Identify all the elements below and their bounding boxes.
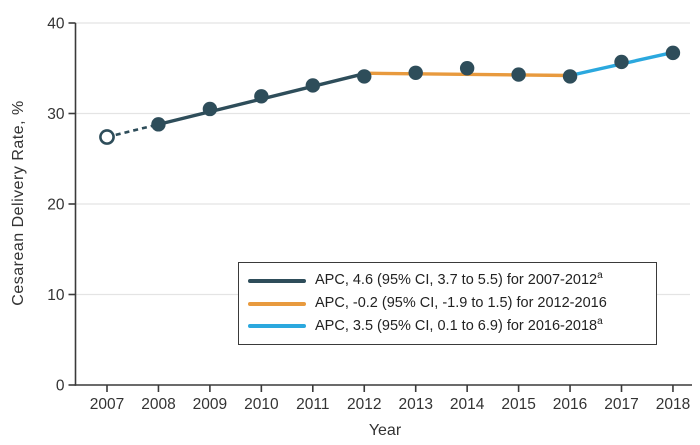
x-tick-label-2014: 2014 xyxy=(450,396,485,413)
legend-swatch-blue xyxy=(248,324,306,329)
data-point-2015 xyxy=(511,67,526,82)
legend-label-2: APC, 3.5 (95% CI, 0.1 to 6.9) for 2016-2… xyxy=(315,316,603,335)
y-tick-label-30: 30 xyxy=(47,106,65,123)
trend-segment-pre-period-dashed xyxy=(106,123,159,139)
x-tick-label-2013: 2013 xyxy=(398,396,432,413)
data-point-2008 xyxy=(151,117,166,132)
data-point-2012 xyxy=(357,69,372,84)
y-tick-label-0: 0 xyxy=(56,378,65,395)
x-tick-label-2007: 2007 xyxy=(90,396,124,413)
legend-entry-0: APC, 4.6 (95% CI, 3.7 to 5.5) for 2007-2… xyxy=(248,270,650,289)
legend-label-1: APC, -0.2 (95% CI, -1.9 to 1.5) for 2012… xyxy=(315,295,607,312)
x-tick-label-2008: 2008 xyxy=(141,396,175,413)
x-tick-label-2010: 2010 xyxy=(244,396,279,413)
data-point-2009 xyxy=(202,101,218,117)
y-tick-label-40: 40 xyxy=(47,16,65,33)
x-tick-label-2015: 2015 xyxy=(501,396,535,413)
legend-swatch-orange xyxy=(248,301,306,306)
x-tick-label-2011: 2011 xyxy=(296,396,329,413)
x-tick-label-2009: 2009 xyxy=(193,396,227,413)
data-point-2013 xyxy=(408,65,423,80)
legend-entry-1: APC, -0.2 (95% CI, -1.9 to 1.5) for 2012… xyxy=(248,296,650,311)
data-point-2018 xyxy=(665,45,681,61)
data-point-2010 xyxy=(254,89,269,104)
legend-swatch-dark_teal xyxy=(248,278,306,283)
y-tick-label-10: 10 xyxy=(47,287,65,304)
chart-legend: APC, 4.6 (95% CI, 3.7 to 5.5) for 2007-2… xyxy=(238,262,657,345)
legend-label-0: APC, 4.6 (95% CI, 3.7 to 5.5) for 2007-2… xyxy=(315,270,603,289)
x-tick-label-2016: 2016 xyxy=(553,396,587,413)
data-point-2016 xyxy=(562,69,578,84)
y-tick-label-20: 20 xyxy=(47,197,65,214)
data-point-2011 xyxy=(305,78,320,93)
data-point-2014 xyxy=(459,61,475,76)
x-tick-label-2017: 2017 xyxy=(604,396,638,413)
x-tick-label-2018: 2018 xyxy=(656,396,690,413)
x-axis-label: Year xyxy=(368,422,402,439)
x-tick-label-2012: 2012 xyxy=(347,396,381,413)
legend-entry-2: APC, 3.5 (95% CI, 0.1 to 6.9) for 2016-2… xyxy=(248,316,650,335)
data-point-2007-open xyxy=(99,129,115,145)
y-axis-label: Cesarean Delivery Rate, % xyxy=(10,100,27,306)
data-point-2017 xyxy=(614,54,629,70)
